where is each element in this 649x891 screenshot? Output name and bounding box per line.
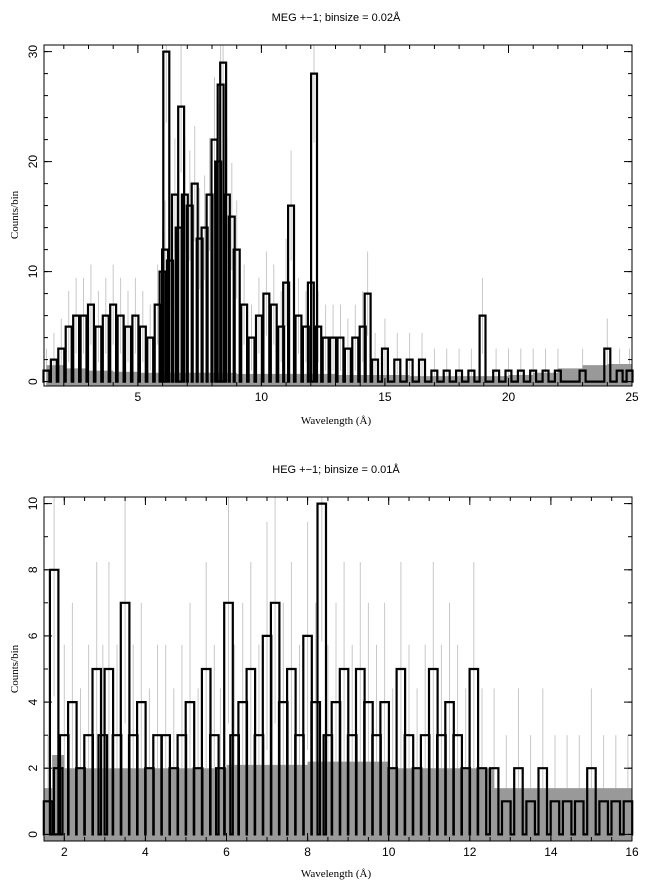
- heg-x-axis: 2 4 6 8 10 12 14 16: [43, 497, 639, 859]
- y-tick-label: 30: [26, 45, 40, 59]
- x-tick-label: 16: [625, 845, 639, 859]
- meg-panel-title: MEG +−1; binsize = 0.02Å: [272, 11, 401, 24]
- x-tick-label: 25: [625, 390, 639, 404]
- x-tick-label: 8: [304, 845, 311, 859]
- meg-counts: [42, 50, 634, 383]
- x-tick-label: 15: [378, 390, 392, 404]
- heg-x-axis-label: Wavelength (Å): [301, 868, 372, 880]
- counts-step-line: [42, 502, 634, 836]
- x-tick-label: 4: [142, 845, 149, 859]
- y-tick-label: 4: [26, 698, 40, 705]
- x-tick-label: 10: [382, 845, 396, 859]
- x-tick-label: 14: [544, 845, 558, 859]
- y-tick-label: 20: [26, 155, 40, 169]
- meg-model: [46, 364, 632, 386]
- x-tick-label: 20: [502, 390, 516, 404]
- y-tick-label: 10: [26, 497, 40, 511]
- heg-model: [44, 755, 632, 841]
- y-tick-label: 10: [26, 265, 40, 279]
- heg-counts: [42, 502, 634, 836]
- heg-panel-title: HEG +−1; binsize = 0.01Å: [272, 463, 400, 476]
- x-tick-label: 5: [135, 390, 142, 404]
- y-tick-label: 8: [26, 566, 40, 573]
- y-tick-label: 0: [26, 378, 40, 385]
- meg-x-axis: 5 10 15 20 25: [63, 45, 639, 404]
- meg-error-bars: [46, 45, 630, 386]
- x-tick-label: 12: [463, 845, 477, 859]
- x-tick-label: 10: [255, 390, 269, 404]
- meg-y-axis: 0 10 20 30: [26, 45, 632, 385]
- model-band: [46, 364, 632, 386]
- y-tick-label: 6: [26, 632, 40, 639]
- meg-x-axis-label: Wavelength (Å): [301, 415, 372, 427]
- heg-y-axis: 0 2 4 6 8 10: [26, 497, 632, 838]
- model-band: [44, 755, 632, 841]
- x-tick-label: 6: [223, 845, 230, 859]
- meg-y-axis-label: Counts/bin: [9, 190, 21, 239]
- heg-y-axis-label: Counts/bin: [9, 644, 21, 693]
- x-tick-label: 2: [61, 845, 68, 859]
- counts-step-line: [42, 50, 634, 383]
- meg-plot-frame: [43, 44, 633, 387]
- y-tick-label: 0: [26, 831, 40, 838]
- y-tick-label: 2: [26, 765, 40, 772]
